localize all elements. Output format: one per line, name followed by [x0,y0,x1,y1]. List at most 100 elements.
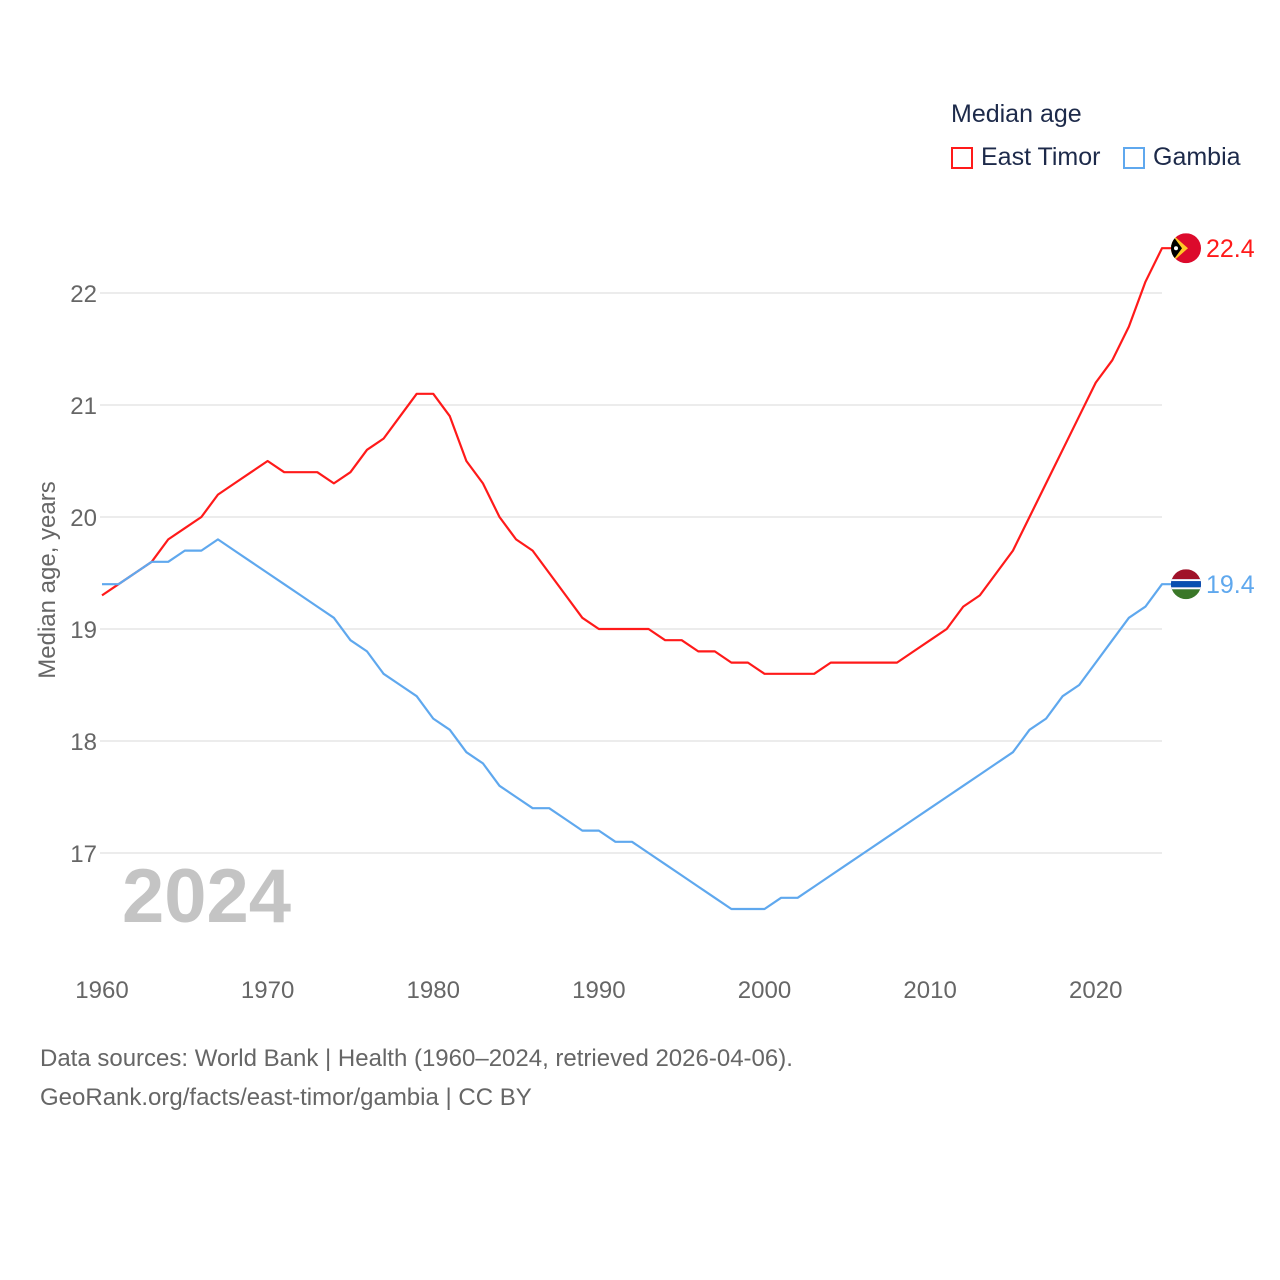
data-point [978,593,982,597]
data-point [912,649,916,653]
data-point [680,638,684,642]
data-point [166,537,170,541]
data-point [382,672,386,676]
data-point [150,560,154,564]
data-point [315,470,319,474]
data-point [696,885,700,889]
y-tick-label: 19 [70,617,97,644]
data-point [713,896,717,900]
data-point [481,481,485,485]
data-point [796,896,800,900]
data-point [299,593,303,597]
data-point [514,537,518,541]
data-point [464,750,468,754]
data-point [945,795,949,799]
data-point [580,829,584,833]
data-point [547,571,551,575]
data-point [332,481,336,485]
legend-item-east-timor[interactable]: East Timor [951,143,1100,172]
legend-swatch-gambia [1123,146,1145,169]
footer-sources: Data sources: World Bank | Health (1960–… [40,1045,793,1072]
end-value-label: 19.4 [1206,571,1255,599]
data-point [945,627,949,631]
data-point [448,414,452,418]
data-point [498,515,502,519]
legend-item-gambia[interactable]: Gambia [1123,143,1241,172]
data-point [680,873,684,877]
data-point [1028,515,1032,519]
series-line-gambia [102,538,1172,911]
data-point [233,481,237,485]
data-point [531,806,535,810]
data-point [812,672,816,676]
data-point [878,661,882,665]
data-point [117,582,121,586]
data-point [282,582,286,586]
legend-title: Median age [951,100,1082,128]
data-point [448,728,452,732]
data-point [647,627,651,631]
data-point [1061,448,1065,452]
data-point [1160,246,1164,250]
data-point [663,862,667,866]
data-point [978,773,982,777]
data-point [597,627,601,631]
footer-link[interactable]: GeoRank.org/facts/east-timor/gambia | CC… [40,1084,532,1111]
x-tick-label: 1990 [572,977,625,1004]
y-tick-label: 22 [70,281,97,308]
data-point [464,459,468,463]
x-tick-label: 1960 [75,977,128,1004]
data-point [928,806,932,810]
data-point [613,627,617,631]
data-point [878,840,882,844]
data-point [1143,605,1147,609]
y-tick-label: 17 [70,841,97,868]
x-tick-label: 2000 [738,977,791,1004]
data-point [1110,358,1114,362]
legend-swatch-east-timor [951,146,973,169]
data-point [895,829,899,833]
year-watermark: 2024 [122,854,291,939]
x-tick-label: 2010 [903,977,956,1004]
data-point [1127,616,1131,620]
data-point [994,761,998,765]
data-point [266,459,270,463]
data-point [1160,582,1164,586]
x-tick-label: 2020 [1069,977,1122,1004]
legend-label: East Timor [981,143,1101,171]
data-point [382,437,386,441]
data-point [332,616,336,620]
data-point [365,649,369,653]
data-point [1011,549,1015,553]
data-point [183,549,187,553]
data-point [183,526,187,530]
data-point [713,649,717,653]
data-point [729,661,733,665]
data-point [348,470,352,474]
series-line-east-timor [101,247,1172,675]
data-point [829,873,833,877]
data-point [597,829,601,833]
data-point [431,717,435,721]
data-point [580,616,584,620]
x-tick-label: 1970 [241,977,294,1004]
data-point [100,593,104,597]
data-point [547,806,551,810]
data-point [1127,325,1131,329]
data-point [779,672,783,676]
data-point [100,582,104,586]
data-point [746,661,750,665]
east-timor-flag-icon [1171,233,1201,264]
data-point [1077,683,1081,687]
data-point [862,851,866,855]
data-point [630,627,634,631]
data-point [779,896,783,900]
data-point [845,661,849,665]
data-point [1044,481,1048,485]
data-point [895,661,899,665]
data-point [630,840,634,844]
data-point [315,605,319,609]
data-point [233,549,237,553]
data-point [282,470,286,474]
